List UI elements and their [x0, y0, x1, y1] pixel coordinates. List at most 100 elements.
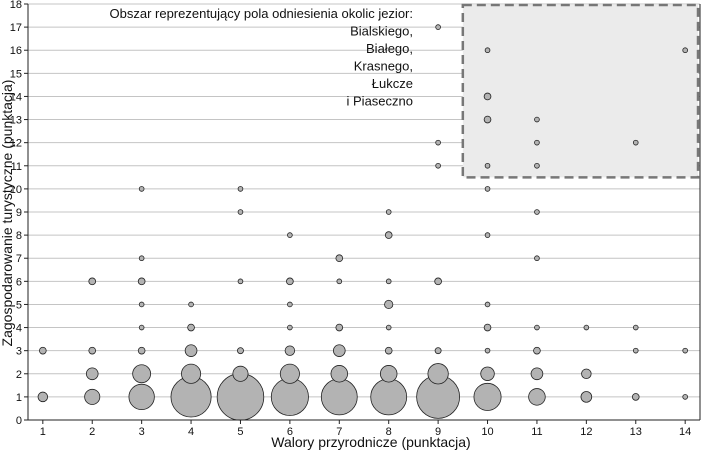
y-tick-label: 5: [16, 299, 22, 311]
data-point: [385, 324, 392, 331]
data-point: [528, 388, 546, 406]
x-axis-title: Walory przyrodnicze (punktacja): [271, 434, 470, 450]
data-point: [480, 366, 495, 381]
data-point: [330, 365, 349, 383]
reference-region: [461, 3, 700, 179]
data-point: [384, 231, 393, 239]
x-tick-label: 5: [237, 426, 243, 438]
data-point: [434, 277, 442, 286]
y-axis-title: Zagospodarowanie turystyczne (punktacja): [0, 80, 15, 347]
data-point: [138, 255, 145, 262]
data-point: [237, 347, 244, 355]
data-point: [583, 324, 590, 331]
data-point: [187, 323, 195, 332]
data-point: [88, 346, 97, 355]
data-point: [534, 209, 540, 215]
data-point: [632, 347, 639, 354]
data-point: [138, 324, 145, 331]
y-tick-label: 13: [10, 115, 22, 127]
data-point: [385, 278, 392, 285]
data-point: [379, 365, 398, 383]
data-point: [85, 367, 99, 381]
data-point: [336, 278, 343, 285]
data-point: [188, 301, 194, 308]
x-tick-label: 14: [679, 426, 691, 438]
annotation-line: Białego,: [366, 41, 413, 56]
data-point: [483, 115, 492, 124]
data-point: [435, 162, 441, 169]
region-annotation: Obszar reprezentujący pola odniesienia o…: [110, 6, 414, 109]
x-tick-label: 11: [531, 426, 542, 438]
data-point: [37, 391, 49, 403]
annotation-line: Bialskiego,: [350, 24, 413, 39]
data-point: [631, 393, 640, 401]
data-point: [84, 388, 101, 405]
y-tick-label: 4: [16, 323, 22, 335]
data-point: [682, 347, 688, 354]
data-point: [534, 116, 540, 123]
x-tick-label: 7: [336, 426, 342, 438]
x-tick-label: 9: [435, 426, 441, 438]
data-point: [181, 363, 202, 384]
data-point: [232, 365, 249, 382]
data-point: [270, 377, 309, 416]
data-point: [533, 346, 541, 355]
x-ticks: 1 2 3 4 5 6 7 8 9 10 11 12 13 14: [40, 420, 691, 438]
data-point: [483, 92, 492, 101]
data-point: [335, 323, 344, 332]
y-tick-label: 8: [16, 230, 22, 242]
y-tick-label: 0: [16, 415, 22, 427]
x-tick-label: 3: [139, 426, 145, 438]
data-point: [335, 254, 344, 263]
data-point: [287, 301, 293, 308]
y-tick-label: 17: [10, 22, 22, 34]
data-point: [484, 47, 491, 54]
data-point: [138, 301, 145, 308]
data-point: [484, 186, 491, 192]
y-tick-label: 16: [10, 45, 22, 57]
x-tick-label: 10: [481, 426, 493, 438]
data-point: [237, 278, 244, 285]
annotation-line: Krasnego,: [354, 59, 413, 74]
data-points: [37, 24, 688, 421]
data-point: [184, 344, 198, 357]
data-point: [632, 139, 639, 146]
y-tick-label: 11: [11, 161, 22, 173]
data-point: [435, 139, 441, 146]
data-point: [287, 232, 293, 238]
data-point: [237, 186, 244, 192]
data-point: [434, 347, 442, 355]
y-tick-label: 12: [10, 138, 22, 150]
x-tick-label: 12: [580, 426, 592, 438]
x-tick-label: 2: [89, 426, 95, 438]
data-point: [286, 277, 294, 286]
data-point: [632, 324, 639, 331]
data-point: [128, 383, 155, 411]
data-point: [333, 344, 346, 357]
data-point: [484, 232, 491, 238]
data-point: [279, 363, 300, 384]
data-point: [384, 346, 393, 355]
y-tick-label: 9: [16, 207, 22, 219]
data-point: [580, 391, 593, 403]
data-point: [137, 346, 146, 355]
data-point: [534, 162, 540, 169]
x-tick-label: 6: [287, 426, 293, 438]
data-point: [385, 209, 392, 215]
y-tick-label: 6: [16, 276, 22, 288]
data-point: [483, 323, 492, 332]
data-point: [534, 255, 540, 262]
data-point: [132, 364, 152, 384]
annotation-line: Obszar reprezentujący pola odniesienia o…: [110, 6, 414, 21]
annotation-line: i Piaseczno: [347, 94, 413, 109]
y-tick-label: 7: [16, 253, 22, 265]
data-point: [473, 382, 502, 411]
data-point: [427, 363, 449, 385]
data-point: [484, 347, 491, 354]
data-point: [682, 47, 688, 54]
y-tick-label: 1: [16, 392, 22, 404]
y-tick-label: 3: [16, 346, 22, 358]
data-point: [530, 367, 544, 381]
